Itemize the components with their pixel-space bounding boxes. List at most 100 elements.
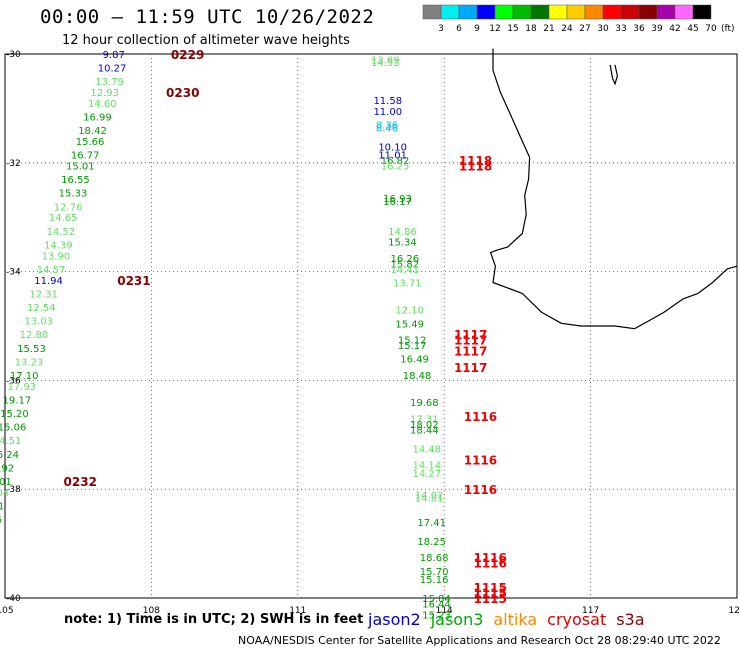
colorbar-swatch bbox=[458, 4, 478, 20]
colorbar-swatch bbox=[440, 4, 460, 20]
y-tick-label: -40 bbox=[6, 594, 21, 604]
swh-colorbar: 3 6 9 12 15 18 21 24 27 30 33 36 39 42 45 70 (ft) bbox=[422, 4, 735, 34]
swh-value-43: 8.46 bbox=[376, 123, 398, 134]
swh-value-12: 12.76 bbox=[54, 202, 83, 213]
swh-value-64: 18.02 bbox=[410, 420, 439, 431]
swh-value-42: 8.36 bbox=[376, 121, 398, 132]
time-label-12: 1116 bbox=[464, 483, 497, 497]
swh-value-21: 13.03 bbox=[25, 317, 54, 328]
swh-value-58: 15.12 bbox=[398, 336, 427, 347]
time-label-2: 0231 bbox=[117, 274, 150, 288]
time-label-13: 1116 bbox=[473, 551, 506, 565]
x-tick-label: 120 bbox=[728, 606, 740, 616]
colorbar-label: 24 bbox=[561, 24, 573, 34]
swh-value-71: 17.41 bbox=[417, 518, 446, 529]
swh-value-61: 18.48 bbox=[403, 371, 432, 382]
swh-value-60: 16.49 bbox=[400, 355, 429, 366]
swh-value-49: 16.17 bbox=[383, 197, 412, 208]
legend-item-s3a: s3a bbox=[616, 610, 645, 629]
time-label-10: 1116 bbox=[464, 410, 497, 424]
swh-value-76: 15.84 bbox=[422, 594, 451, 605]
colorbar-swatch bbox=[656, 4, 676, 20]
swh-value-68: 14.27 bbox=[412, 469, 441, 480]
swh-value-41: 11.00 bbox=[373, 107, 402, 118]
time-label-1: 0230 bbox=[166, 86, 199, 100]
swh-value-23: 15.53 bbox=[17, 344, 46, 355]
swh-value-53: 15.82 bbox=[391, 259, 420, 270]
swh-value-36: 17.56 bbox=[0, 515, 2, 526]
swh-value-65: 18.44 bbox=[410, 425, 439, 436]
colorbar-label: 21 bbox=[543, 24, 554, 34]
swh-value-47: 16.25 bbox=[381, 162, 410, 173]
swh-value-14: 14.52 bbox=[46, 227, 75, 238]
colorbar-label: 30 bbox=[597, 24, 609, 34]
swh-value-75: 15.16 bbox=[420, 575, 449, 586]
y-tick-label: -32 bbox=[6, 159, 21, 169]
colorbar-label: 18 bbox=[525, 24, 537, 34]
swh-value-22: 12.88 bbox=[20, 330, 49, 341]
swh-value-18: 11.94 bbox=[34, 276, 63, 287]
time-label-16: 1115 bbox=[473, 587, 506, 601]
colorbar-label: 27 bbox=[579, 24, 590, 34]
swh-value-44: 10.10 bbox=[378, 142, 407, 153]
colorbar-swatch bbox=[476, 4, 496, 20]
axis-tick-labels: 105 108 111 114 117 120 -30 -32 -34 -36 -38 -40 bbox=[0, 50, 740, 616]
swh-value-8: 16.77 bbox=[71, 151, 100, 162]
y-tick-label: -36 bbox=[6, 376, 21, 386]
swh-value-3: 12.93 bbox=[90, 88, 119, 99]
colorbar-label: 45 bbox=[687, 24, 698, 34]
y-tick-label: -34 bbox=[6, 268, 21, 278]
legend-item-cryosat: cryosat bbox=[547, 610, 607, 629]
y-tick-label: -38 bbox=[6, 485, 21, 495]
time-label-4: 1118 bbox=[459, 154, 492, 168]
chart-subtitle: 12 hour collection of altimeter wave hei… bbox=[62, 33, 350, 48]
lake-outline bbox=[609, 64, 619, 86]
swh-value-73: 18.68 bbox=[420, 553, 449, 564]
swh-value-57: 15.49 bbox=[395, 319, 424, 330]
swh-value-39: 14.53 bbox=[371, 58, 400, 69]
swh-value-77: 16.44 bbox=[422, 599, 451, 610]
colorbar-unit: (ft) bbox=[721, 24, 735, 34]
y-tick-label: -30 bbox=[6, 50, 21, 60]
map-frame bbox=[4, 53, 738, 599]
swh-value-19: 12.31 bbox=[29, 289, 58, 300]
colorbar-swatch bbox=[494, 4, 514, 20]
colorbar-label: 39 bbox=[651, 24, 663, 34]
swh-value-46: 16.82 bbox=[381, 156, 410, 167]
time-label-0: 0229 bbox=[171, 48, 204, 62]
time-label-14: 1116 bbox=[473, 557, 506, 571]
coastline bbox=[490, 48, 738, 330]
x-tick-label: 105 bbox=[0, 606, 14, 616]
plot-border bbox=[4, 53, 738, 599]
colorbar-swatch bbox=[566, 4, 586, 20]
swh-value-69: 14.02 bbox=[415, 491, 444, 502]
swh-value-24: 13.23 bbox=[15, 357, 44, 368]
colorbar-label: 36 bbox=[633, 24, 645, 34]
swh-value-33: 18.01 bbox=[0, 477, 12, 488]
swh-value-30: 14.51 bbox=[0, 436, 21, 447]
colorbar-swatch bbox=[674, 4, 694, 20]
swh-value-50: 14.86 bbox=[388, 227, 417, 238]
time-label-5: 1118 bbox=[459, 160, 492, 174]
swh-value-38: 13.89 bbox=[371, 55, 400, 66]
swh-value-45: 11.01 bbox=[378, 151, 407, 162]
swh-value-10: 16.55 bbox=[61, 175, 90, 186]
x-tick-label: 111 bbox=[289, 606, 306, 616]
swh-value-40: 11.58 bbox=[373, 96, 402, 107]
swh-value-31: 16.24 bbox=[0, 450, 19, 461]
colorbar-swatch bbox=[422, 4, 442, 20]
swh-value-66: 14.48 bbox=[412, 444, 441, 455]
swh-value-15: 14.39 bbox=[44, 240, 73, 251]
satellite-legend: jason2 jason3 altika cryosat s3a bbox=[368, 610, 655, 629]
swh-value-16: 13.90 bbox=[42, 251, 71, 262]
swh-value-54: 14.41 bbox=[391, 265, 420, 276]
colorbar-label: 33 bbox=[615, 24, 626, 34]
swh-value-52: 16.26 bbox=[391, 254, 420, 265]
colorbar-swatch bbox=[584, 4, 604, 20]
swh-value-29: 15.06 bbox=[0, 423, 26, 434]
colorbar-swatch bbox=[512, 4, 532, 20]
swh-value-63: 17.31 bbox=[410, 414, 439, 425]
